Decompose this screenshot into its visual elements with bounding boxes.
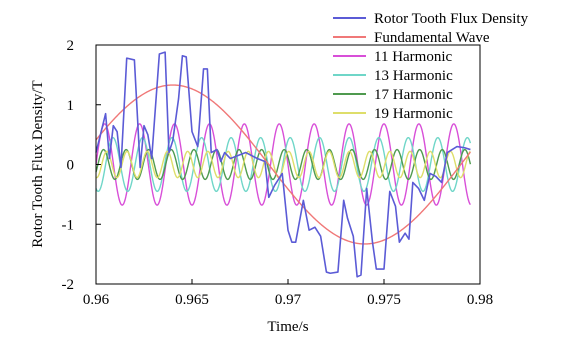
x-tick-label: 0.975 (367, 292, 401, 308)
legend-label-13-harmonic: 13 Harmonic (374, 68, 453, 84)
y-axis-ticks: 2 1 0 -1 -2 (62, 38, 101, 293)
x-axis-ticks: 0.96 0.965 0.97 0.975 0.98 (83, 279, 493, 308)
series-line-19-harmonic (95, 150, 471, 179)
legend-label-19-harmonic: 19 Harmonic (374, 106, 453, 122)
x-tick-label: 0.98 (467, 292, 493, 308)
series-line-13-harmonic (95, 136, 472, 193)
legend: Rotor Tooth Flux Density Fundamental Wave… (333, 11, 529, 122)
y-tick-label: 2 (67, 38, 75, 54)
y-tick-label: -1 (62, 217, 75, 233)
legend-label-11-harmonic: 11 Harmonic (374, 49, 453, 65)
x-axis-label: Time/s (267, 319, 308, 335)
series-line-rotor-tooth-flux-density (95, 51, 471, 278)
series-line-17-harmonic (95, 148, 472, 181)
y-axis-label: Rotor Tooth Flux Density/T (30, 80, 46, 247)
legend-label-rotor-tooth-flux-density: Rotor Tooth Flux Density (374, 11, 529, 27)
y-tick-label: 0 (67, 158, 75, 174)
x-tick-label: 0.96 (83, 292, 110, 308)
x-tick-label: 0.965 (175, 292, 209, 308)
legend-label-fundamental-wave: Fundamental Wave (374, 30, 490, 46)
y-tick-label: -2 (62, 277, 75, 293)
y-tick-label: 1 (67, 98, 75, 114)
x-tick-label: 0.97 (275, 292, 302, 308)
legend-label-17-harmonic: 17 Harmonic (374, 87, 453, 103)
plot-lines (95, 51, 472, 278)
